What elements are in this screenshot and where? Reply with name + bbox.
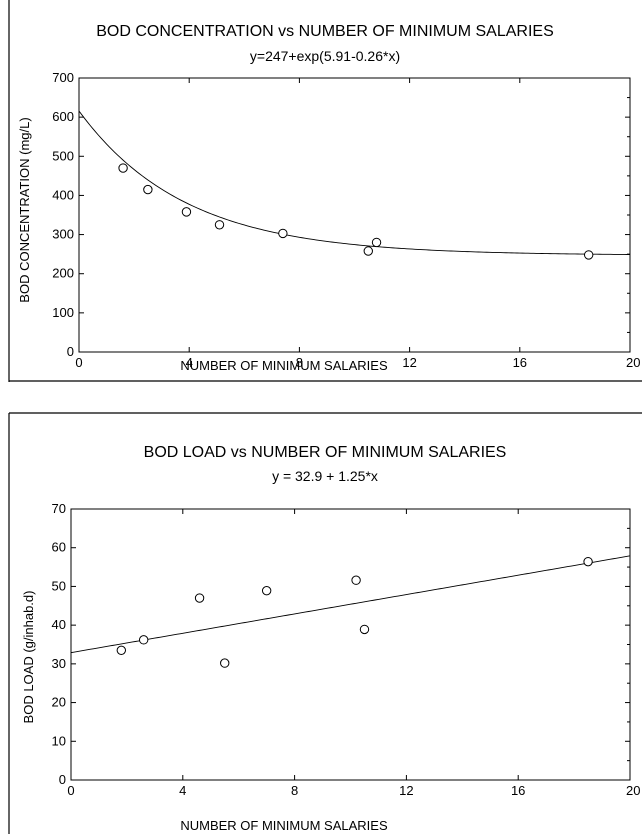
chart-panel-bod-load: BOD LOAD vs NUMBER OF MINIMUM SALARIES y… bbox=[8, 412, 642, 834]
chart-title: BOD LOAD vs NUMBER OF MINIMUM SALARIES bbox=[144, 444, 507, 461]
plot-frame bbox=[70, 508, 631, 781]
x-tick-label: 4 bbox=[179, 783, 186, 798]
chart-subtitle: y=247+exp(5.91-0.26*x) bbox=[250, 48, 400, 64]
x-tick-label: 8 bbox=[296, 355, 303, 370]
chart-subtitle: y = 32.9 + 1.25*x bbox=[272, 468, 378, 484]
x-tick-label: 20 bbox=[626, 783, 640, 798]
y-tick-label: 700 bbox=[52, 70, 74, 85]
x-axis-label: NUMBER OF MINIMUM SALARIES bbox=[180, 358, 388, 373]
y-tick-label: 500 bbox=[52, 148, 74, 163]
fit-curve bbox=[78, 110, 631, 255]
x-tick-label: 0 bbox=[67, 783, 74, 798]
y-axis-label: BOD CONCENTRATION (mg/L) bbox=[17, 117, 32, 302]
data-point bbox=[261, 585, 272, 596]
x-tick-label: 4 bbox=[186, 355, 193, 370]
data-point bbox=[181, 207, 192, 217]
x-tick-label: 8 bbox=[291, 783, 298, 798]
y-tick-label: 100 bbox=[52, 305, 74, 320]
y-tick-label: 0 bbox=[67, 344, 74, 359]
x-tick-label: 16 bbox=[511, 783, 525, 798]
bod-concentration-chart: BOD CONCENTRATION vs NUMBER OF MINIMUM S… bbox=[8, 0, 642, 382]
data-point bbox=[143, 184, 153, 195]
data-point bbox=[214, 220, 225, 230]
data-point bbox=[118, 163, 128, 173]
x-tick-label: 12 bbox=[402, 355, 416, 370]
y-tick-label: 70 bbox=[52, 501, 66, 516]
y-tick-label: 10 bbox=[52, 733, 66, 748]
x-tick-label: 0 bbox=[75, 355, 82, 370]
chart-title: BOD CONCENTRATION vs NUMBER OF MINIMUM S… bbox=[96, 23, 554, 40]
y-tick-label: 300 bbox=[52, 227, 74, 242]
y-tick-label: 200 bbox=[52, 266, 74, 281]
plot-frame bbox=[78, 77, 631, 353]
data-point bbox=[220, 658, 230, 668]
data-point bbox=[363, 246, 373, 256]
x-tick-label: 16 bbox=[513, 355, 527, 370]
data-point bbox=[583, 556, 593, 567]
y-axis-label: BOD LOAD (g/inhab.d) bbox=[21, 591, 36, 724]
data-point bbox=[351, 575, 361, 585]
plot-area: 0 4 8 12 16 20 0 10 20 30 40 50 60 70 bbox=[52, 501, 641, 798]
fit-curve bbox=[70, 555, 631, 654]
y-tick-label: 20 bbox=[52, 695, 66, 710]
data-point bbox=[583, 250, 594, 260]
data-point bbox=[116, 645, 127, 656]
y-tick-label: 600 bbox=[52, 109, 74, 124]
x-tick-label: 20 bbox=[626, 355, 640, 370]
x-axis-label: NUMBER OF MINIMUM SALARIES bbox=[180, 818, 388, 833]
data-point bbox=[359, 624, 370, 635]
y-tick-label: 0 bbox=[59, 772, 66, 787]
y-tick-label: 400 bbox=[52, 187, 74, 202]
y-tick-label: 50 bbox=[52, 578, 66, 593]
chart-panel-bod-concentration: BOD CONCENTRATION vs NUMBER OF MINIMUM S… bbox=[8, 0, 642, 382]
bod-load-chart: BOD LOAD vs NUMBER OF MINIMUM SALARIES y… bbox=[8, 412, 642, 834]
data-point bbox=[371, 237, 382, 248]
y-tick-label: 30 bbox=[52, 656, 66, 671]
x-tick-label: 12 bbox=[399, 783, 413, 798]
y-tick-label: 60 bbox=[52, 540, 66, 555]
data-point bbox=[278, 228, 288, 239]
data-point bbox=[194, 593, 205, 603]
y-tick-label: 40 bbox=[52, 617, 66, 632]
data-point bbox=[138, 635, 149, 645]
